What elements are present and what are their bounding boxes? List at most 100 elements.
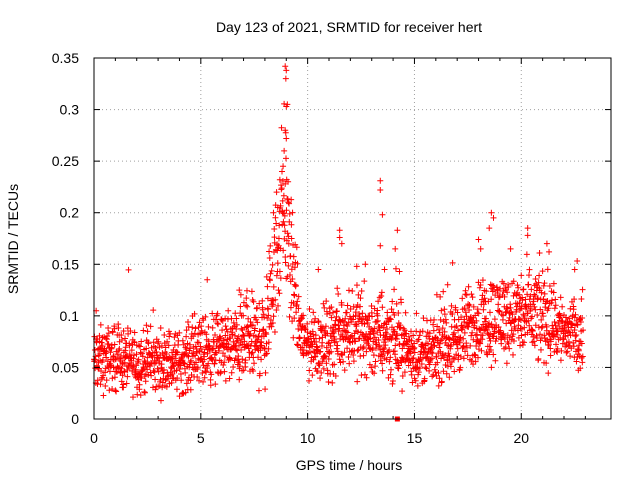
data-point xyxy=(191,330,198,337)
data-point xyxy=(516,299,523,306)
data-point xyxy=(341,367,348,374)
data-point xyxy=(196,319,203,326)
data-point xyxy=(336,234,343,241)
data-point xyxy=(218,316,225,323)
data-point xyxy=(102,382,109,389)
data-point xyxy=(386,315,393,322)
data-point xyxy=(266,254,273,261)
data-point xyxy=(507,245,514,252)
data-point xyxy=(280,247,287,254)
data-point xyxy=(333,308,340,315)
data-point xyxy=(529,313,536,320)
data-point xyxy=(358,288,365,295)
data-point xyxy=(187,359,194,366)
data-point xyxy=(274,247,281,254)
data-point xyxy=(138,375,145,382)
data-point xyxy=(440,354,447,361)
data-point xyxy=(530,298,537,305)
data-point xyxy=(315,266,322,273)
data-point xyxy=(236,287,243,294)
data-point xyxy=(96,332,103,339)
data-point xyxy=(559,340,566,347)
data-point xyxy=(294,298,301,305)
data-point xyxy=(534,295,541,302)
data-point xyxy=(141,388,148,395)
data-point xyxy=(377,242,384,249)
data-point xyxy=(202,313,209,320)
data-point xyxy=(323,298,330,305)
data-point xyxy=(500,288,507,295)
data-point xyxy=(427,356,434,363)
data-point xyxy=(265,345,272,352)
data-point xyxy=(135,342,142,349)
data-point xyxy=(426,367,433,374)
data-point xyxy=(273,306,280,313)
x-tick-label: 15 xyxy=(407,430,423,446)
data-point xyxy=(95,352,102,359)
data-point xyxy=(112,387,119,394)
data-point xyxy=(439,325,446,332)
data-point xyxy=(328,304,335,311)
data-point xyxy=(306,305,313,312)
data-point xyxy=(189,324,196,331)
axis-ticks xyxy=(93,57,611,420)
data-point xyxy=(547,352,554,359)
data-point xyxy=(183,345,190,352)
data-point xyxy=(259,306,266,313)
data-point xyxy=(524,232,531,239)
data-point xyxy=(254,319,261,326)
data-point xyxy=(286,313,293,320)
data-point xyxy=(196,377,203,384)
data-point xyxy=(435,369,442,376)
data-point xyxy=(106,368,113,375)
data-point xyxy=(212,316,219,323)
data-point xyxy=(276,222,283,229)
data-point xyxy=(378,289,385,296)
data-point xyxy=(124,366,131,373)
data-point xyxy=(537,346,544,353)
data-point xyxy=(548,299,555,306)
data-point xyxy=(495,294,502,301)
data-point xyxy=(280,163,287,170)
data-point xyxy=(370,338,377,345)
data-point xyxy=(120,384,127,391)
data-point xyxy=(105,324,112,331)
data-point xyxy=(490,283,497,290)
data-point xyxy=(287,304,294,311)
data-point xyxy=(148,372,155,379)
data-point xyxy=(237,303,244,310)
data-point xyxy=(435,326,442,333)
data-point xyxy=(375,336,382,343)
data-point xyxy=(124,325,131,332)
data-point xyxy=(288,221,295,228)
data-point xyxy=(98,339,105,346)
data-point xyxy=(483,288,490,295)
data-point xyxy=(552,302,559,309)
data-point xyxy=(230,363,237,370)
data-point xyxy=(395,310,402,316)
data-point xyxy=(116,345,123,352)
data-point xyxy=(463,313,470,320)
data-point xyxy=(173,348,180,355)
y-tick-label: 0.3 xyxy=(60,102,80,118)
data-point xyxy=(448,359,455,366)
data-point xyxy=(374,312,381,319)
data-point xyxy=(430,327,437,334)
data-point xyxy=(233,321,240,328)
data-point xyxy=(384,350,391,357)
data-point xyxy=(490,214,497,221)
data-point xyxy=(539,268,546,275)
data-point xyxy=(280,192,287,199)
data-point xyxy=(286,210,293,217)
data-point xyxy=(165,342,172,349)
data-point xyxy=(334,285,341,292)
data-point xyxy=(333,338,340,345)
data-point xyxy=(519,341,526,348)
data-point xyxy=(393,300,400,307)
data-point xyxy=(141,357,148,364)
data-point xyxy=(290,253,297,260)
data-point xyxy=(135,356,142,363)
data-point xyxy=(367,335,374,342)
data-point xyxy=(387,354,394,361)
data-point xyxy=(419,328,426,335)
